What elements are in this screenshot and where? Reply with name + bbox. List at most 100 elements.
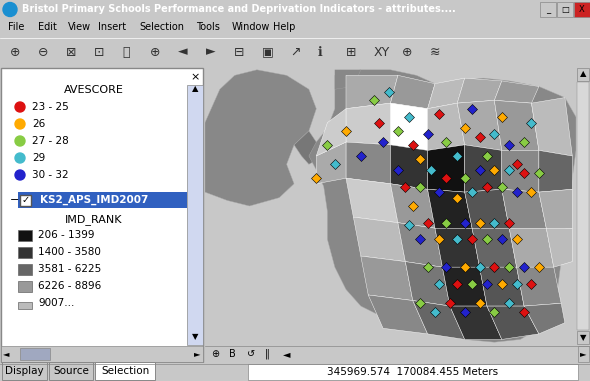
Polygon shape: [309, 70, 576, 342]
Text: KS2_APS_IMD2007: KS2_APS_IMD2007: [40, 195, 148, 205]
Text: View: View: [68, 22, 91, 32]
Polygon shape: [391, 75, 435, 109]
Text: ✓: ✓: [21, 195, 30, 205]
Polygon shape: [524, 303, 565, 334]
Polygon shape: [539, 189, 572, 228]
Polygon shape: [509, 228, 554, 267]
Text: ≋: ≋: [430, 45, 441, 59]
Polygon shape: [539, 150, 572, 192]
Text: ◄: ◄: [178, 45, 188, 59]
Text: ×: ×: [191, 72, 200, 82]
Text: ◄: ◄: [3, 349, 9, 359]
Text: XY: XY: [374, 45, 390, 59]
Text: Source: Source: [53, 366, 89, 376]
Text: AVESCORE: AVESCORE: [64, 85, 124, 95]
Text: Tools: Tools: [196, 22, 221, 32]
Text: ⊞: ⊞: [346, 45, 356, 59]
Circle shape: [15, 153, 25, 163]
Circle shape: [15, 170, 25, 180]
Text: Selection: Selection: [101, 366, 149, 376]
Polygon shape: [435, 228, 480, 267]
FancyBboxPatch shape: [20, 348, 50, 360]
FancyBboxPatch shape: [577, 82, 589, 330]
FancyBboxPatch shape: [578, 346, 589, 362]
FancyBboxPatch shape: [574, 2, 590, 17]
Text: 9007...: 9007...: [38, 298, 74, 308]
Polygon shape: [413, 301, 465, 339]
Text: ⊕: ⊕: [150, 45, 160, 59]
FancyBboxPatch shape: [577, 331, 589, 344]
Text: ▲: ▲: [580, 69, 586, 78]
Text: −: −: [10, 195, 19, 205]
Polygon shape: [480, 267, 524, 306]
Polygon shape: [398, 223, 442, 267]
Text: ⌖: ⌖: [122, 45, 129, 59]
Text: Bristol Primary Schools Performance and Deprivation Indicators - attributes....: Bristol Primary Schools Performance and …: [22, 5, 455, 14]
Polygon shape: [391, 103, 428, 150]
FancyBboxPatch shape: [1, 68, 203, 362]
Text: ►: ►: [206, 45, 215, 59]
FancyBboxPatch shape: [95, 362, 155, 380]
Text: Selection: Selection: [139, 22, 184, 32]
Polygon shape: [502, 150, 539, 192]
Text: 27 - 28: 27 - 28: [32, 136, 69, 146]
FancyBboxPatch shape: [577, 68, 589, 81]
Text: Window: Window: [232, 22, 270, 32]
FancyBboxPatch shape: [557, 2, 573, 17]
Text: 345969.574  170084.455 Meters: 345969.574 170084.455 Meters: [327, 367, 499, 377]
Circle shape: [15, 102, 25, 112]
Text: ►: ►: [580, 349, 586, 359]
Polygon shape: [346, 75, 398, 109]
Polygon shape: [532, 98, 572, 156]
Text: X: X: [579, 5, 585, 14]
Text: ▼: ▼: [580, 333, 586, 343]
FancyBboxPatch shape: [49, 362, 93, 380]
Text: 26: 26: [32, 119, 45, 129]
Text: ▣: ▣: [262, 45, 274, 59]
Text: ↗: ↗: [290, 45, 300, 59]
Text: 29: 29: [32, 153, 45, 163]
Polygon shape: [335, 70, 361, 89]
Polygon shape: [346, 142, 391, 184]
Text: ⊖: ⊖: [38, 45, 48, 59]
Text: _: _: [546, 5, 550, 14]
Text: Edit: Edit: [38, 22, 57, 32]
Polygon shape: [465, 189, 509, 228]
Polygon shape: [368, 295, 428, 334]
FancyBboxPatch shape: [18, 281, 32, 292]
Polygon shape: [487, 306, 539, 339]
Text: ▲: ▲: [192, 85, 198, 93]
FancyBboxPatch shape: [2, 362, 47, 380]
Text: 1400 - 3580: 1400 - 3580: [38, 247, 101, 257]
FancyBboxPatch shape: [1, 346, 203, 362]
Text: ⊕: ⊕: [211, 349, 219, 359]
Text: 206 - 1399: 206 - 1399: [38, 230, 94, 240]
Text: ‖: ‖: [265, 349, 270, 359]
Text: Display: Display: [5, 366, 44, 376]
Polygon shape: [294, 131, 324, 164]
Polygon shape: [457, 78, 502, 103]
Polygon shape: [517, 267, 561, 306]
FancyBboxPatch shape: [18, 302, 32, 309]
FancyBboxPatch shape: [18, 192, 187, 208]
Text: ▼: ▼: [192, 333, 198, 341]
Text: IMD_RANK: IMD_RANK: [65, 214, 123, 225]
FancyBboxPatch shape: [540, 2, 556, 17]
Polygon shape: [346, 103, 391, 145]
Polygon shape: [428, 145, 465, 192]
Polygon shape: [494, 100, 539, 150]
Text: 6226 - 8896: 6226 - 8896: [38, 281, 101, 291]
Polygon shape: [346, 178, 398, 223]
FancyBboxPatch shape: [20, 195, 31, 206]
Circle shape: [15, 136, 25, 146]
Polygon shape: [442, 267, 487, 306]
Text: ⊠: ⊠: [66, 45, 77, 59]
Text: B: B: [229, 349, 236, 359]
Polygon shape: [391, 145, 428, 189]
Polygon shape: [428, 103, 465, 150]
Polygon shape: [450, 306, 502, 339]
FancyBboxPatch shape: [18, 264, 32, 275]
Polygon shape: [472, 228, 517, 267]
Polygon shape: [546, 228, 572, 267]
Text: ⊕: ⊕: [402, 45, 412, 59]
